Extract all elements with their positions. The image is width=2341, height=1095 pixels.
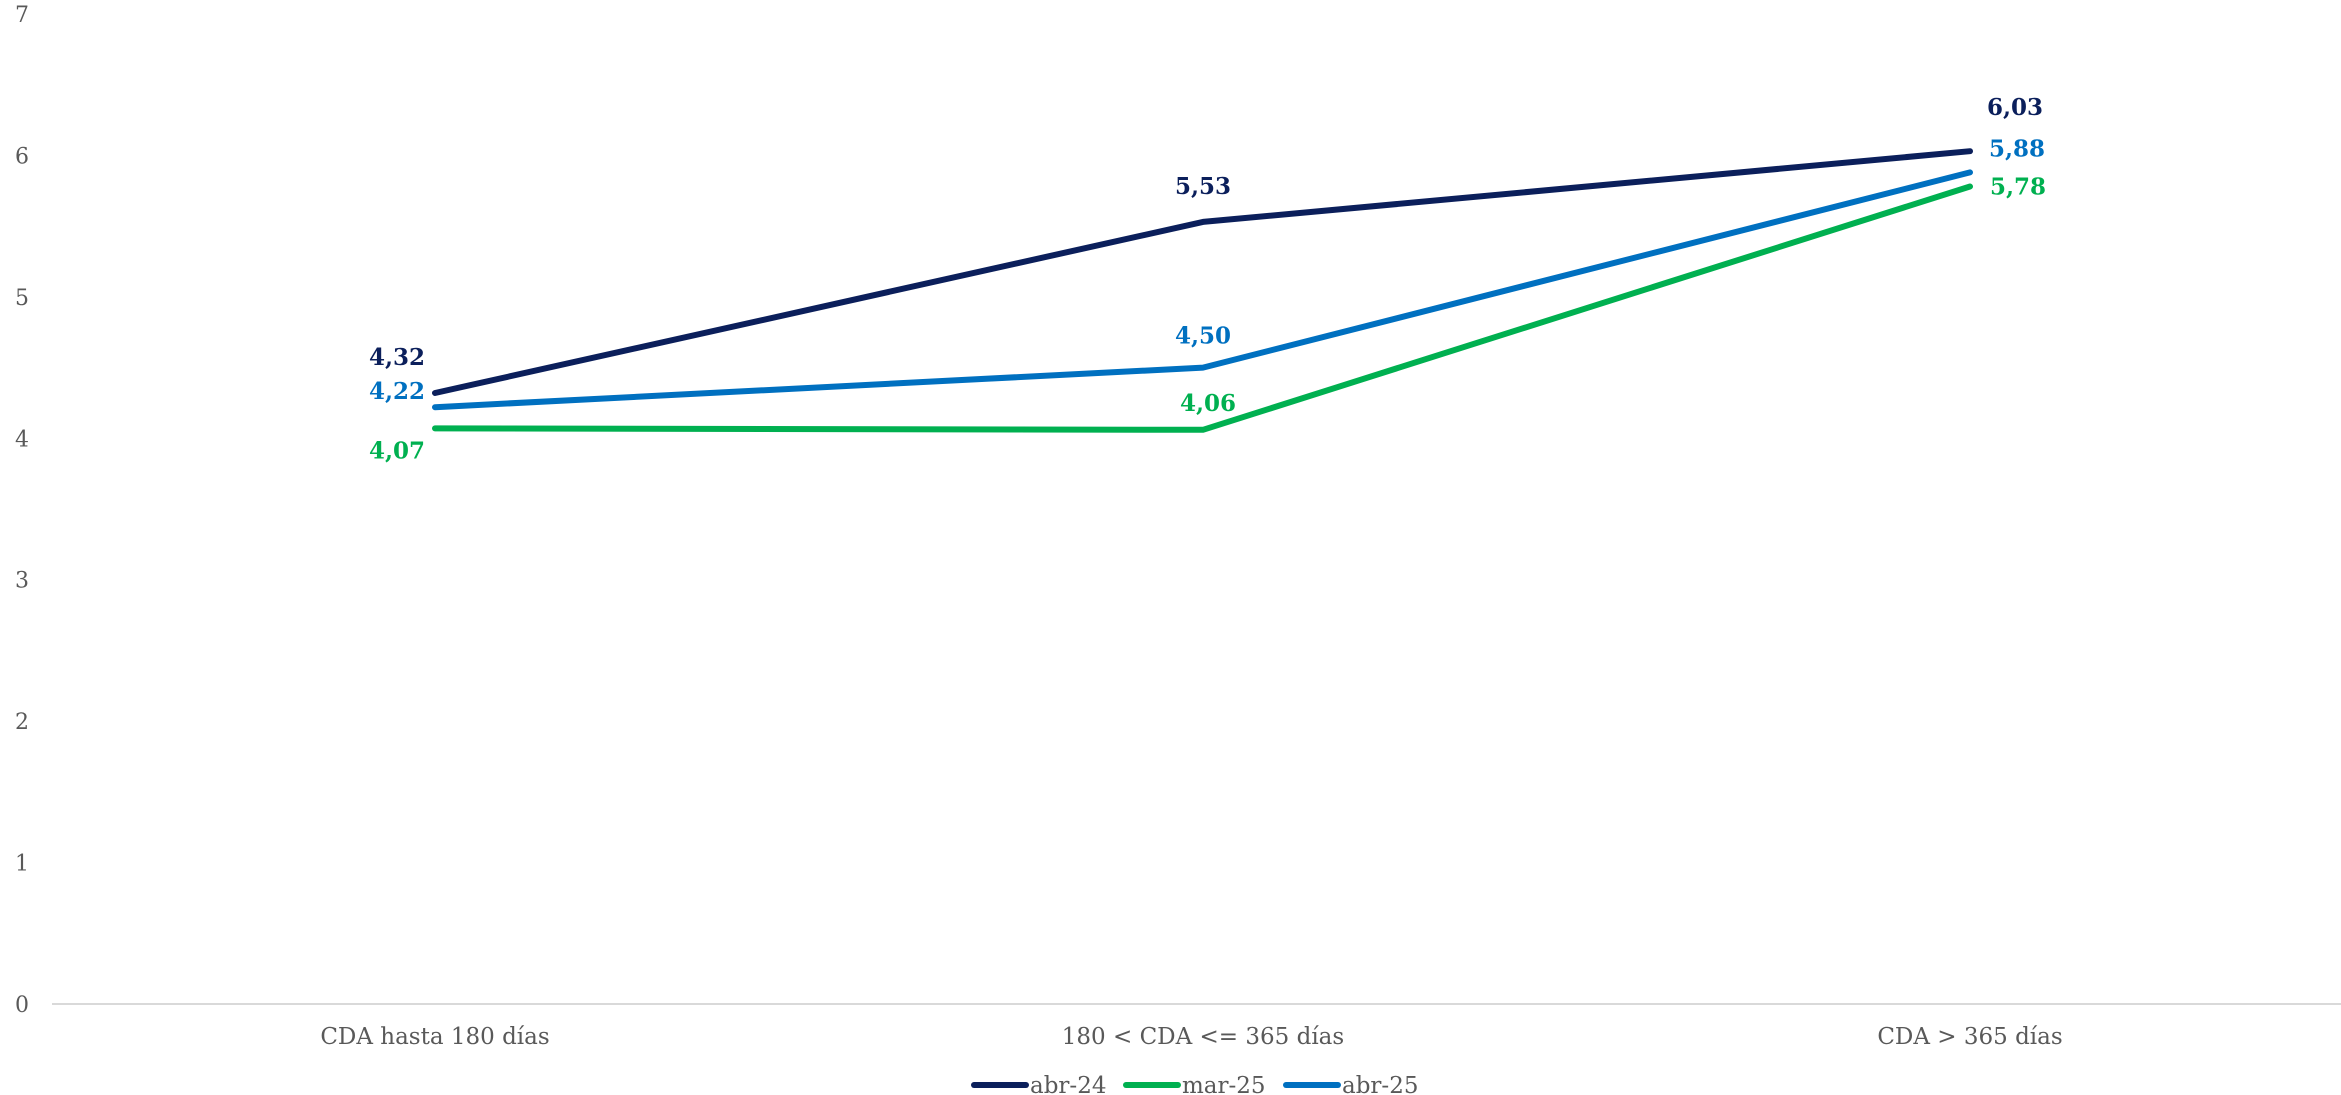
data-label: 4,22 <box>369 378 425 405</box>
data-label: 6,03 <box>1987 94 2043 121</box>
series-line-mar-25 <box>432 183 1973 433</box>
y-tick-label: 1 <box>15 852 29 877</box>
legend-label: abr-24 <box>1030 1073 1106 1095</box>
y-tick-label: 5 <box>15 286 29 311</box>
y-tick-label: 6 <box>15 144 29 169</box>
x-axis: CDA hasta 180 días 180 < CDA <= 365 días C… <box>320 1024 2062 1050</box>
x-tick-label: CDA > 365 días <box>1877 1024 2062 1050</box>
data-label: 4,50 <box>1175 323 1231 350</box>
series-lines <box>432 148 1973 433</box>
data-label: 4,07 <box>369 437 425 464</box>
y-tick-label: 2 <box>15 710 29 735</box>
legend-label: abr-25 <box>1342 1073 1418 1095</box>
y-tick-label: 3 <box>15 569 29 594</box>
y-tick-label: 4 <box>15 427 29 452</box>
y-axis: 0 1 2 3 4 5 6 7 <box>15 3 29 1018</box>
x-tick-label: CDA hasta 180 días <box>320 1024 549 1050</box>
y-tick-label: 0 <box>15 993 29 1018</box>
data-label: 5,78 <box>1990 174 2046 201</box>
data-label: 4,06 <box>1180 390 1236 417</box>
series-line-abr-25 <box>432 169 1973 411</box>
data-label: 5,88 <box>1989 135 2045 162</box>
data-label: 5,53 <box>1175 173 1231 200</box>
x-tick-label: 180 < CDA <= 365 días <box>1062 1024 1344 1050</box>
data-label: 4,32 <box>369 344 425 371</box>
legend: abr-24 mar-25 abr-25 <box>971 1073 1418 1095</box>
legend-label: mar-25 <box>1182 1073 1266 1095</box>
data-labels: 4,32 5,53 6,03 4,07 4,06 5,78 4,22 4,50 5,88 <box>369 94 2046 464</box>
series-line-abr-24 <box>432 148 1973 396</box>
y-tick-label: 7 <box>15 3 29 28</box>
